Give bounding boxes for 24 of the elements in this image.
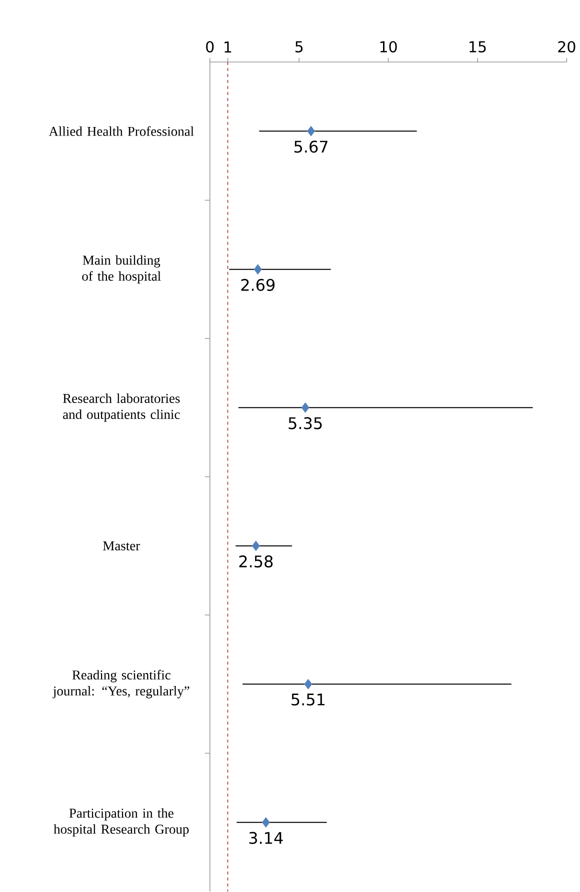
y-tick-label: Participation in the hospital Research Group (54, 808, 189, 836)
data-label: 3.14 (250, 832, 284, 844)
data-label: 2.69 (241, 278, 275, 291)
data-label: 5.67 (294, 140, 328, 153)
x-tick-label: 15 (470, 41, 486, 52)
y-tick-label: Reading scientific journal: “Yes, regularly” (52, 670, 190, 698)
x-tick-label: 5 (296, 41, 303, 52)
data-label: 5.51 (292, 694, 325, 706)
y-tick-label: Master (103, 541, 140, 550)
y-tick-label: Main building of the hospital (82, 255, 162, 284)
point (254, 264, 262, 275)
point (302, 402, 310, 413)
data-label: 2.58 (240, 555, 273, 568)
x-tick-label: 10 (380, 41, 398, 52)
point (252, 540, 260, 552)
x-tick-label: 20 (558, 41, 576, 52)
x-tick-label: 0 (206, 41, 214, 52)
point (262, 817, 270, 828)
point (304, 678, 312, 690)
y-tick-label: Research laboratories and outpatients clinic (63, 394, 180, 422)
y-tick-label: Allied Health Professional (49, 126, 194, 136)
x-tick-label: 1 (224, 42, 232, 52)
point (307, 126, 316, 136)
data-label: 5.35 (288, 417, 322, 430)
